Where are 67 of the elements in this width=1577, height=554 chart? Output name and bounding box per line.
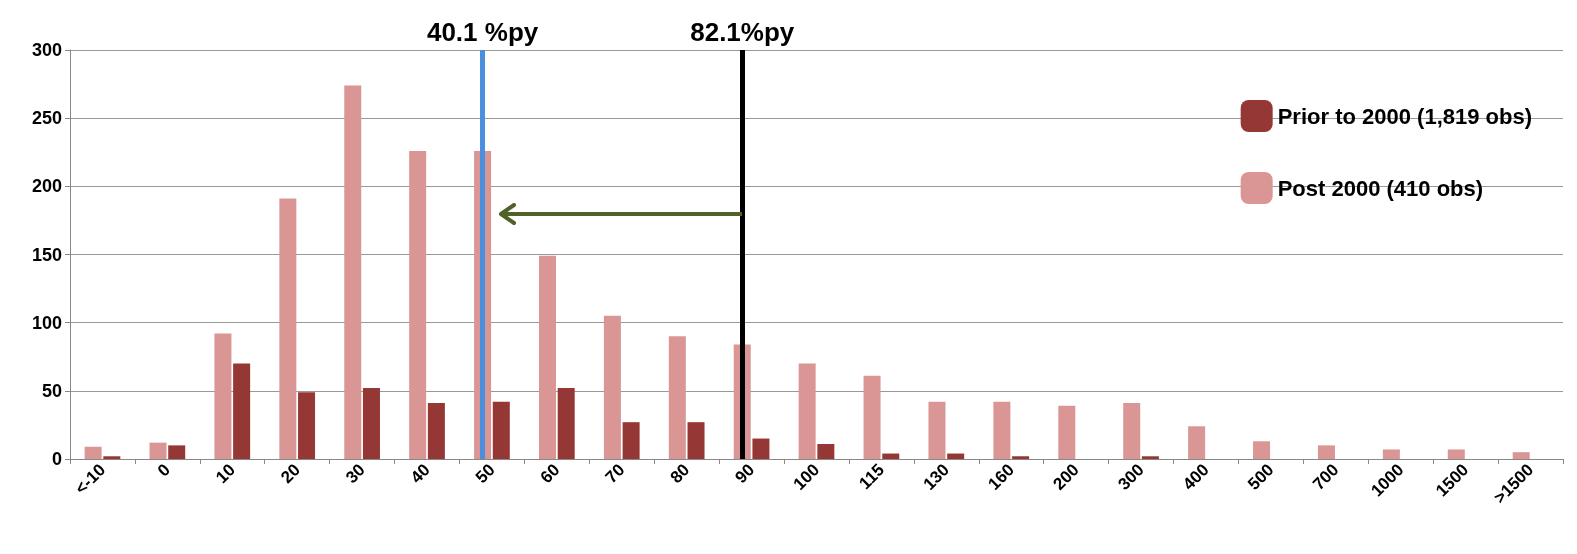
x-tick-label: 700 bbox=[1309, 460, 1343, 494]
bar bbox=[279, 198, 297, 459]
bar bbox=[149, 442, 167, 459]
bar bbox=[427, 403, 445, 459]
bar bbox=[539, 255, 556, 459]
bar bbox=[1141, 456, 1159, 459]
bar bbox=[1447, 449, 1465, 459]
y-tick-label: 100 bbox=[31, 312, 62, 333]
y-tick-label: 50 bbox=[41, 380, 62, 401]
bar bbox=[557, 388, 575, 459]
x-tick-label: 50 bbox=[471, 460, 499, 488]
x-tick-label: 115 bbox=[855, 460, 889, 494]
x-tick-label: 20 bbox=[277, 460, 304, 488]
bar bbox=[603, 315, 621, 459]
bar bbox=[298, 392, 316, 459]
bar bbox=[882, 453, 900, 459]
legend-label: Post 2000 (410 obs) bbox=[1277, 175, 1484, 201]
bar bbox=[1058, 405, 1076, 459]
x-tick-label: 100 bbox=[789, 460, 824, 494]
x-tick-label: 500 bbox=[1244, 460, 1278, 494]
x-tick-label: 80 bbox=[666, 460, 694, 488]
bar bbox=[687, 422, 705, 459]
bar bbox=[1512, 452, 1530, 459]
x-tick-label: 0 bbox=[153, 460, 175, 481]
bar bbox=[863, 375, 881, 459]
bar bbox=[1382, 449, 1400, 459]
bar bbox=[1123, 403, 1141, 459]
x-tick-label: 160 bbox=[984, 460, 1018, 494]
bar bbox=[798, 363, 816, 459]
bar bbox=[362, 388, 380, 459]
bar bbox=[668, 336, 686, 459]
bar bbox=[752, 438, 770, 459]
y-tick-label: 250 bbox=[31, 108, 62, 129]
bar bbox=[622, 422, 640, 459]
y-tick-label: 150 bbox=[31, 244, 62, 265]
x-tick-label: 300 bbox=[1114, 460, 1148, 494]
x-tick-label: 60 bbox=[536, 460, 564, 488]
bar bbox=[233, 363, 251, 459]
bar bbox=[84, 446, 102, 459]
x-tick-label: 130 bbox=[919, 460, 954, 494]
bar bbox=[1317, 445, 1335, 459]
bar bbox=[1188, 426, 1206, 459]
bar bbox=[492, 401, 510, 459]
y-tick-label: 300 bbox=[31, 40, 62, 60]
bar bbox=[168, 445, 186, 459]
x-tick-label: <-10 bbox=[71, 460, 110, 499]
ref-line-label: 40.1 %py bbox=[426, 17, 539, 47]
bar bbox=[993, 401, 1011, 459]
x-tick-label: 10 bbox=[212, 460, 239, 488]
x-tick-label: 200 bbox=[1049, 460, 1083, 494]
bar bbox=[409, 150, 427, 459]
x-tick-label: 400 bbox=[1179, 460, 1213, 494]
bar bbox=[214, 333, 232, 459]
bar bbox=[1012, 456, 1030, 459]
bar bbox=[103, 456, 121, 459]
legend-label: Prior to 2000 (1,819 obs) bbox=[1277, 103, 1533, 129]
bar bbox=[817, 444, 835, 459]
bar bbox=[1253, 441, 1271, 459]
x-tick-label: 40 bbox=[406, 460, 434, 488]
bar bbox=[344, 85, 362, 459]
x-tick-label: 70 bbox=[601, 460, 629, 488]
ref-line-label: 82.1%py bbox=[690, 17, 795, 47]
x-tick-label: 90 bbox=[731, 460, 759, 488]
x-tick-label: 30 bbox=[342, 460, 369, 488]
bar bbox=[947, 453, 965, 459]
y-tick-label: 200 bbox=[31, 176, 62, 197]
bar bbox=[928, 401, 946, 459]
